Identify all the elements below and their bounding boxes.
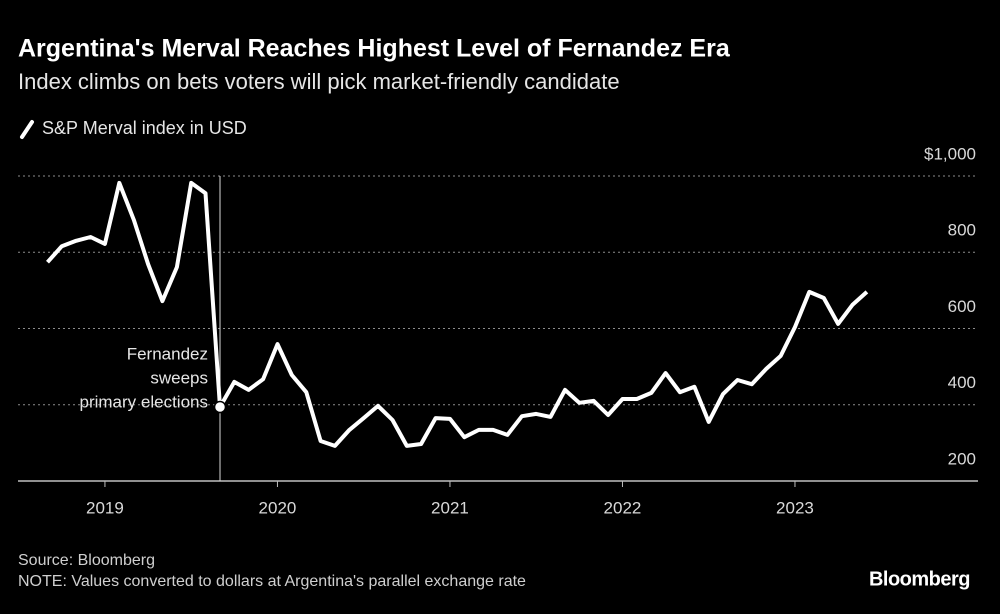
y-tick-label: 600: [948, 297, 976, 316]
y-tick-label: 400: [948, 373, 976, 392]
y-tick-label: 800: [948, 221, 976, 240]
brand-logo: Bloomberg: [869, 568, 970, 590]
series-line: [46, 180, 869, 448]
annotation-text: Fernandez: [127, 345, 208, 364]
annotation-marker: [213, 400, 227, 414]
y-tick-label: 200: [948, 449, 976, 468]
chart-subtitle: Index climbs on bets voters will pick ma…: [18, 69, 620, 94]
chart-title: Argentina's Merval Reaches Highest Level…: [18, 35, 731, 63]
note: NOTE: Values converted to dollars at Arg…: [18, 573, 526, 590]
x-tick-label: 2023: [776, 498, 814, 517]
annotation-text: primary elections: [80, 393, 209, 412]
source: Source: Bloomberg: [18, 552, 155, 569]
y-tick-label: $1,000: [924, 144, 976, 163]
x-tick-label: 2022: [604, 498, 642, 517]
x-tick-label: 2020: [259, 498, 297, 517]
legend-swatch: [20, 120, 34, 139]
legend-label: S&P Merval index in USD: [42, 118, 247, 138]
annotation-text: sweeps: [150, 369, 208, 388]
x-tick-label: 2019: [86, 498, 124, 517]
x-tick-label: 2021: [431, 498, 469, 517]
